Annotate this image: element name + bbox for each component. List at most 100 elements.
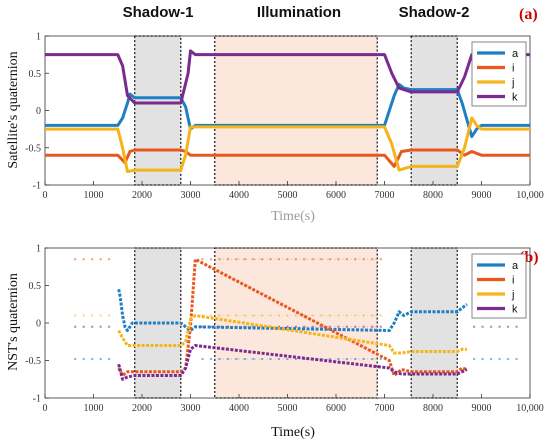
faint-marker-b-a	[201, 358, 204, 360]
faint-marker-b-k	[108, 325, 111, 328]
faint-marker-b-i	[235, 258, 238, 261]
faint-marker-b-k	[201, 325, 204, 328]
phase-label-shadow2: Shadow-2	[399, 4, 470, 21]
series-points-b-a	[117, 289, 468, 332]
series-line-a-k	[45, 49, 530, 105]
faint-marker-b-a	[277, 358, 280, 360]
faint-marker-b-i	[337, 258, 340, 261]
faint-marker-b-j	[277, 314, 280, 317]
faint-marker-b-k	[294, 325, 297, 328]
x-tick-label-b-2: 2000	[132, 403, 152, 414]
x-tick-label-b-0: 0	[43, 403, 48, 414]
faint-marker-b-k	[473, 325, 476, 328]
faint-marker-b-j	[294, 314, 297, 317]
x-tick-label-a-6: 6000	[326, 190, 346, 201]
legend-label-a-i: i	[512, 63, 514, 75]
faint-marker-b-j	[337, 314, 340, 317]
y-tick-label-b-3: 0.5	[29, 281, 42, 292]
faint-marker-b-i	[260, 258, 264, 261]
series-line-a-i	[45, 148, 530, 168]
faint-marker-b-j	[328, 314, 331, 317]
faint-marker-b-k	[481, 325, 484, 328]
faint-marker-b-i	[252, 258, 255, 261]
faint-marker-b-a	[345, 358, 348, 360]
faint-marker-b-a	[252, 358, 255, 360]
faint-marker-b-i	[362, 258, 365, 261]
faint-marker-b-k	[354, 325, 357, 328]
faint-marker-b-k	[303, 325, 306, 328]
y-tick-label-a-4: 1	[36, 32, 41, 43]
x-tick-label-a-9: 9000	[472, 190, 492, 201]
faint-marker-b-a	[99, 358, 102, 360]
x-tick-label-b-8: 8000	[423, 403, 443, 414]
faint-marker-b-j	[303, 314, 306, 317]
x-tick-label-b-6: 6000	[326, 403, 346, 414]
legend-label-a-j: j	[511, 77, 514, 89]
faint-marker-b-j	[379, 314, 382, 317]
legend-label-b-a: a	[512, 260, 519, 272]
faint-marker-b-j	[362, 314, 365, 317]
faint-marker-b-j	[218, 314, 221, 317]
faint-marker-b-k	[74, 325, 77, 328]
faint-marker-b-j	[252, 314, 255, 317]
faint-marker-b-k	[91, 325, 94, 328]
y-axis-label-b: NST's quaternion	[6, 273, 21, 371]
faint-marker-b-j	[311, 314, 314, 317]
legend-label-b-k: k	[512, 304, 518, 316]
faint-marker-b-k	[277, 325, 280, 328]
faint-marker-b-a	[481, 358, 484, 360]
faint-marker-b-j	[354, 314, 357, 317]
faint-marker-b-j	[82, 314, 85, 317]
faint-marker-b-k	[371, 325, 374, 328]
x-tick-label-b-9: 9000	[472, 403, 492, 414]
faint-marker-b-k	[209, 325, 213, 328]
legend-label-b-j: j	[511, 289, 514, 301]
faint-marker-b-i	[243, 258, 247, 261]
y-tick-label-b-4: 1	[36, 244, 41, 255]
faint-marker-b-a	[489, 358, 493, 360]
faint-marker-b-k	[99, 325, 102, 328]
faint-marker-b-k	[82, 325, 85, 328]
x-tick-label-a-4: 4000	[229, 190, 249, 201]
panel-b-nst-quaternion: (b) NST's quaternion Time(s) 0 1000 2000 30…	[6, 244, 544, 441]
y-axis-label-a: Satellite's quaternion	[6, 51, 21, 168]
faint-marker-b-j	[108, 314, 111, 317]
x-tick-label-a-0: 0	[43, 190, 48, 201]
faint-marker-b-i	[91, 258, 94, 261]
series-points-b-k	[117, 344, 468, 381]
faint-marker-b-i	[294, 258, 297, 261]
x-tick-label-a-2: 2000	[132, 190, 152, 201]
faint-marker-b-a	[74, 358, 77, 360]
faint-marker-b-a	[473, 358, 476, 360]
faint-marker-b-i	[379, 258, 382, 261]
faint-marker-b-i	[303, 258, 306, 261]
faint-marker-b-i	[277, 258, 280, 261]
series-line-a-j	[45, 116, 530, 174]
faint-marker-b-a	[82, 358, 85, 360]
faint-marker-b-k	[311, 325, 314, 328]
faint-marker-b-a	[235, 358, 238, 360]
faint-marker-b-j	[243, 314, 247, 317]
y-tick-label-b-2: 0	[36, 319, 41, 330]
faint-marker-b-a	[371, 358, 374, 360]
y-tick-label-a-1: -0.5	[25, 143, 41, 154]
faint-marker-b-k	[489, 325, 493, 328]
faint-marker-b-a	[506, 358, 510, 360]
x-tick-label-a-8: 8000	[423, 190, 443, 201]
faint-marker-b-k	[379, 325, 382, 328]
faint-marker-b-a	[108, 358, 111, 360]
faint-marker-b-k	[320, 325, 323, 328]
y-tick-label-a-3: 0.5	[29, 69, 42, 80]
faint-marker-b-k	[506, 325, 510, 328]
faint-marker-b-i	[209, 258, 213, 261]
x-tick-label-a-5: 5000	[278, 190, 298, 201]
y-tick-label-a-0: -1	[33, 181, 41, 192]
panel-label-a: (a)	[519, 6, 538, 23]
faint-marker-b-a	[354, 358, 357, 360]
faint-marker-b-k	[362, 325, 365, 328]
x-tick-label-a-10: 10,000	[516, 190, 544, 201]
faint-marker-b-k	[286, 325, 289, 328]
faint-marker-b-i	[371, 258, 374, 261]
faint-marker-b-k	[515, 325, 518, 328]
